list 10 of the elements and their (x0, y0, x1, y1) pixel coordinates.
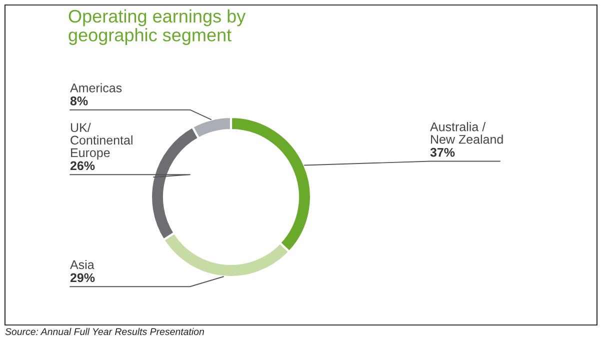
slice-label: UK/ Continental Europe (70, 122, 132, 160)
chart-title: Operating earnings by geographic segment (68, 9, 246, 45)
data-label: 37% (430, 148, 455, 157)
data-label: 26% (70, 161, 95, 170)
slice-label: Asia (70, 260, 94, 270)
source-note: Source: Annual Full Year Results Presentation (5, 328, 204, 336)
data-label: 29% (70, 273, 95, 282)
slice-label: Americas (70, 83, 122, 92)
slice-label: Australia / New Zealand (430, 122, 503, 144)
data-label: 8% (70, 96, 88, 106)
